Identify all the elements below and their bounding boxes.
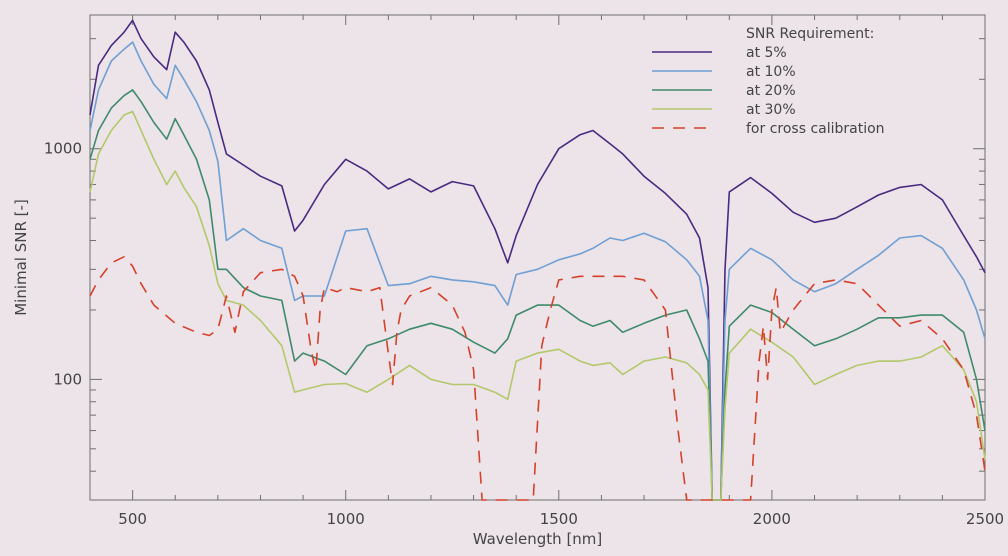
x-tick-label: 2000 [753,510,791,528]
legend-label: at 20% [746,83,796,99]
legend-label: at 10% [746,64,796,80]
series-line-2 [89,89,986,501]
series-line-1 [89,41,986,501]
series-line-0 [89,19,986,501]
x-tick-label: 2500 [966,510,1004,528]
y-tick-label: 100 [53,370,82,388]
x-axis-label: Wavelength [nm] [473,530,603,548]
plot-frame [89,14,986,501]
legend-label: for cross calibration [746,121,885,137]
x-tick-label: 1500 [540,510,578,528]
legend: SNR Requirement: at 5% at 10% at 20% at 30%… [652,26,885,137]
legend-label: at 30% [746,102,796,118]
x-tick-label: 500 [118,510,147,528]
series-line-3 [89,110,986,501]
ticks-layer: 500 1000 1500 2000 2500 100 1000 [44,15,1004,528]
x-tick-label: 1000 [327,510,365,528]
series-layer [89,19,986,501]
legend-title: SNR Requirement: [746,26,874,42]
y-tick-label: 1000 [44,140,82,158]
y-axis-label: Minimal SNR [-] [12,199,30,316]
series-line-4 [89,255,986,501]
legend-label: at 5% [746,45,787,61]
